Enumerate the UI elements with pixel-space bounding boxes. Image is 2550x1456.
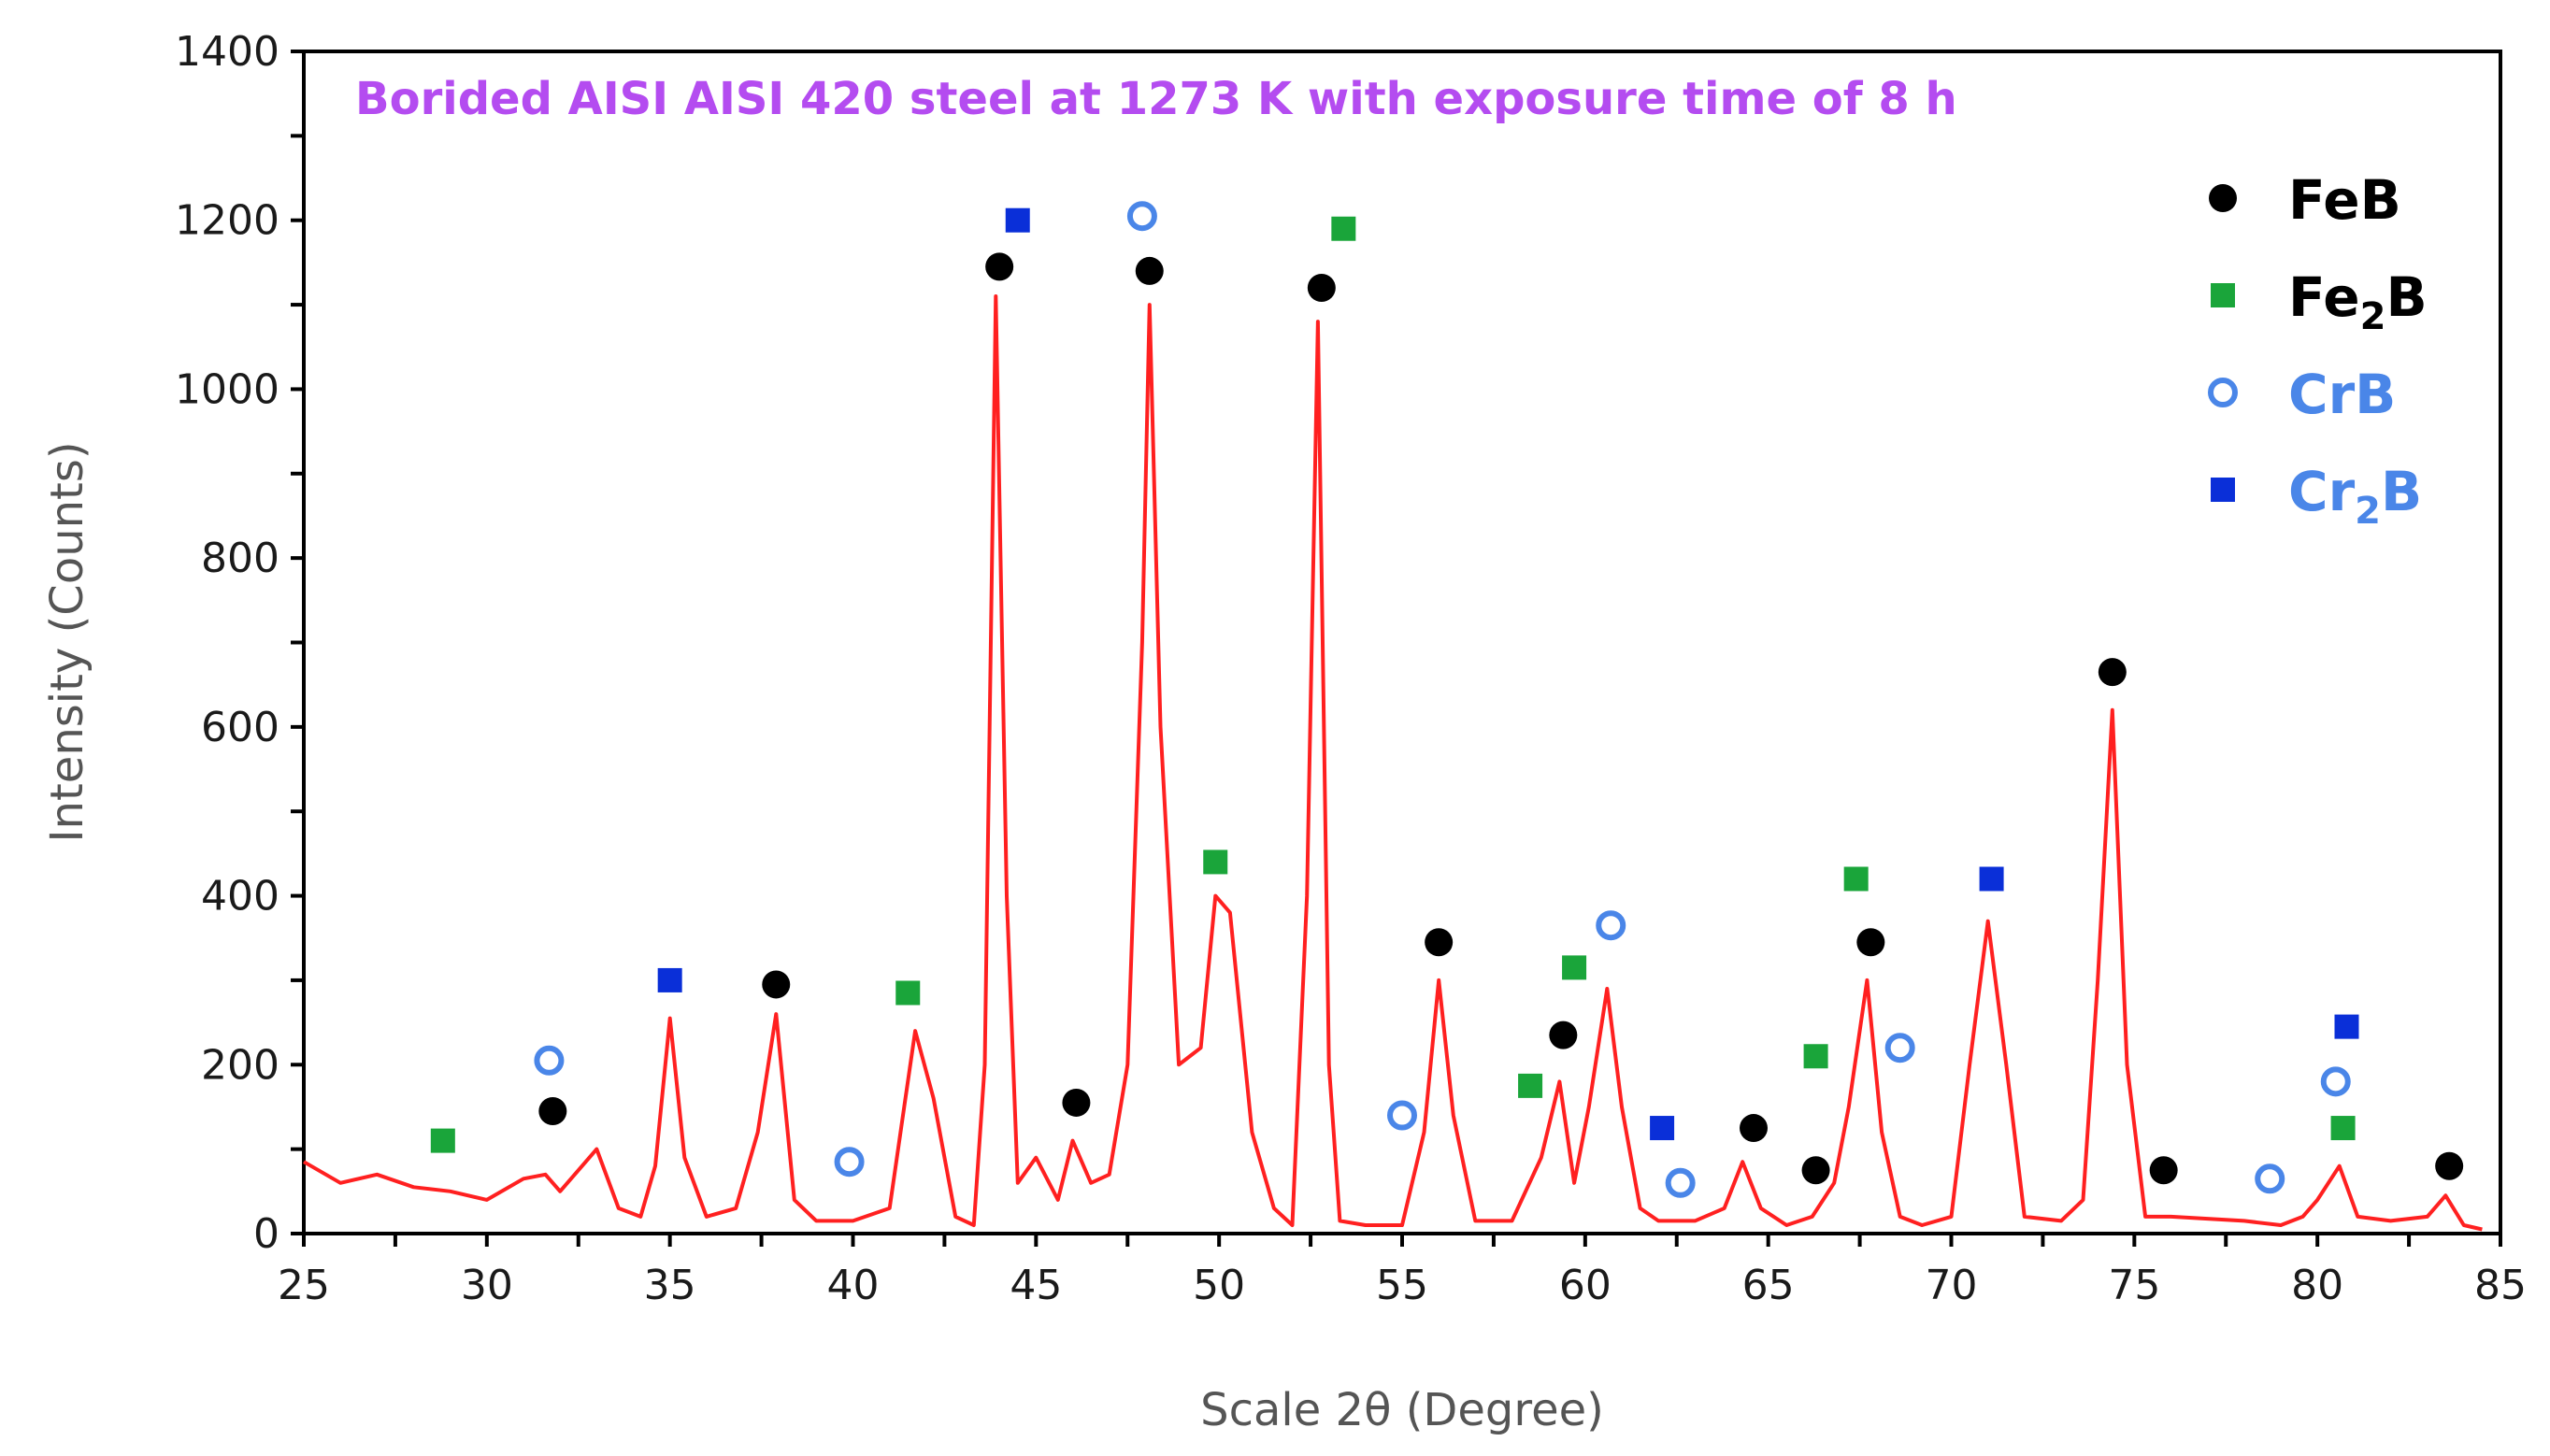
crb-marker: [1665, 1167, 1696, 1198]
x-tick-label: 40: [827, 1262, 880, 1309]
crb-marker: [2255, 1163, 2285, 1194]
y-tick-label: 1000: [175, 365, 279, 413]
x-tick-label: 85: [2474, 1262, 2527, 1309]
x-tick-label: 35: [644, 1262, 696, 1309]
feb-marker: [1135, 256, 1164, 285]
fe2b-marker: [1803, 1044, 1828, 1069]
x-tick-label: 60: [1559, 1262, 1612, 1309]
fe2b-marker: [1331, 216, 1356, 241]
legend-label: FeB: [2288, 168, 2401, 232]
cr2b-marker: [657, 967, 682, 992]
x-tick-label: 45: [1010, 1262, 1062, 1309]
x-tick-label: 65: [1742, 1262, 1795, 1309]
feb-marker: [1740, 1114, 1768, 1143]
fe2b-marker: [895, 980, 921, 1006]
crb-marker: [1126, 201, 1157, 232]
legend-marker: [2208, 378, 2238, 407]
crb-marker: [834, 1147, 865, 1178]
x-tick-label: 55: [1376, 1262, 1428, 1309]
feb-marker: [1801, 1156, 1830, 1185]
x-tick-label: 50: [1193, 1262, 1245, 1309]
cr2b-marker: [1650, 1116, 1675, 1141]
cr2b-marker: [1005, 207, 1030, 233]
feb-marker: [1062, 1088, 1091, 1117]
legend-label: Fe2B: [2288, 265, 2428, 338]
x-axis-title: Scale 2θ (Degree): [1200, 1384, 1604, 1436]
crb-marker: [534, 1045, 565, 1076]
x-tick-label: 70: [1926, 1262, 1978, 1309]
cr2b-marker: [1979, 866, 2004, 892]
feb-marker: [985, 252, 1014, 281]
x-tick-label: 75: [2108, 1262, 2160, 1309]
x-tick-label: 25: [278, 1262, 330, 1309]
y-tick-label: 400: [201, 873, 279, 921]
chart-title: Borided AISI AISI 420 steel at 1273 K wi…: [355, 73, 1957, 125]
feb-marker: [2149, 1156, 2178, 1185]
feb-marker: [1856, 928, 1885, 957]
legend-marker: [2211, 478, 2235, 502]
feb-marker: [762, 970, 791, 999]
crb-marker: [1596, 910, 1626, 941]
feb-marker: [1425, 928, 1454, 957]
x-tick-label: 80: [2291, 1262, 2343, 1309]
y-tick-label: 1400: [175, 28, 279, 76]
y-axis-ticks: 0 200 400 600 800 1000 1200 1400: [175, 28, 304, 1258]
legend-marker: [2209, 184, 2237, 212]
diffraction-pattern-line: [303, 294, 2483, 1232]
y-tick-label: 800: [201, 535, 279, 582]
y-axis-title: Intensity (Counts): [41, 441, 93, 842]
fe2b-marker: [430, 1128, 455, 1153]
feb-marker: [1307, 274, 1336, 302]
crb-marker: [1884, 1033, 1915, 1063]
fe2b-marker: [2330, 1116, 2356, 1141]
y-tick-label: 1200: [175, 197, 279, 245]
x-tick-label: 30: [461, 1262, 513, 1309]
fe2b-marker: [1843, 866, 1869, 892]
y-tick-label: 0: [253, 1210, 279, 1258]
feb-marker: [538, 1096, 567, 1125]
y-tick-label: 200: [201, 1041, 279, 1089]
feb-marker: [2435, 1151, 2464, 1180]
y-tick-label: 600: [201, 704, 279, 751]
legend-marker: [2211, 283, 2235, 307]
fe2b-marker: [1562, 955, 1587, 980]
fe2b-marker: [1518, 1073, 1543, 1098]
crb-marker: [2320, 1066, 2351, 1097]
cr2b-marker: [2334, 1014, 2359, 1039]
x-axis-ticks: 25 30 35 40 45 50 55 60 65 70 75 80 85: [278, 1234, 2527, 1309]
legend-label: Cr2B: [2288, 460, 2422, 533]
legend: FeB Fe2B CrB Cr2B: [2208, 168, 2428, 533]
feb-marker: [1549, 1021, 1578, 1049]
feb-marker: [2098, 658, 2127, 687]
legend-label: CrB: [2288, 363, 2396, 426]
crb-marker: [1387, 1100, 1417, 1131]
phase-markers: [430, 201, 2464, 1198]
fe2b-marker: [1203, 849, 1228, 875]
